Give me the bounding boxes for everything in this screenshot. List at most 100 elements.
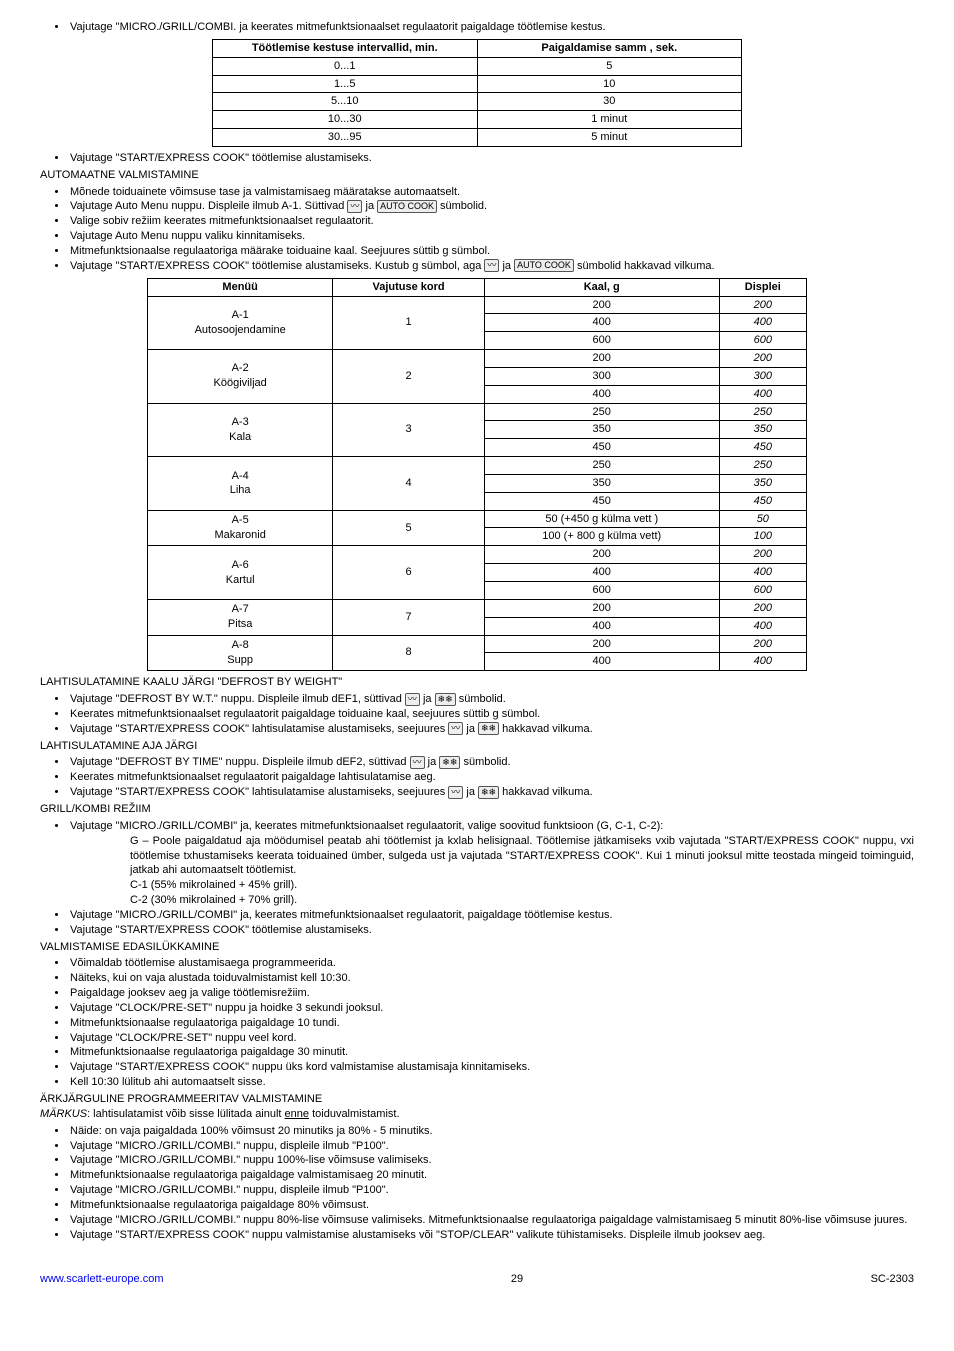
display-cell: 200 <box>719 635 806 653</box>
wave-icon: 〰 <box>484 259 499 272</box>
display-cell: 100 <box>719 528 806 546</box>
dt2: Keerates mitmefunktsionaalset regulaator… <box>68 770 914 785</box>
tbl1-cell: 30...95 <box>213 129 478 147</box>
tbl2-h2: Vajutuse kord <box>333 278 485 296</box>
gr-c2: C-2 (30% mikrolained + 70% grill). <box>130 893 914 908</box>
tbl1-cell: 10 <box>477 75 742 93</box>
gr2: Vajutage "MICRO./GRILL/COMBI" ja, keerat… <box>68 908 914 923</box>
display-cell: 600 <box>719 582 806 600</box>
press-cell: 4 <box>333 457 485 511</box>
tbl1-cell: 30 <box>477 93 742 111</box>
snow-icon: ❄❄ <box>478 722 499 735</box>
dt1: Vajutage "DEFROST BY TIME" nuppu. Disple… <box>68 755 914 770</box>
tbl1-cell: 5...10 <box>213 93 478 111</box>
press-cell: 2 <box>333 350 485 404</box>
weight-cell: 50 (+450 g külma vett ) <box>484 510 719 528</box>
tbl2-h4: Displei <box>719 278 806 296</box>
auto-b3: Valige sobiv režiim keerates mitmefunkts… <box>68 214 914 229</box>
val-item: Vajutage "CLOCK/PRE-SET" nuppu ja hoidke… <box>68 1001 914 1016</box>
dw2: Keerates mitmefunktsionaalset regulaator… <box>68 707 914 722</box>
footer-url[interactable]: www.scarlett-europe.com <box>40 1272 164 1287</box>
wave-icon: 〰 <box>448 722 463 735</box>
display-cell: 300 <box>719 367 806 385</box>
dw3: Vajutage "START/EXPRESS COOK" lahtisulat… <box>68 722 914 737</box>
weight-cell: 400 <box>484 653 719 671</box>
menu-table: Menüü Vajutuse kord Kaal, g Displei A-1 … <box>147 278 807 672</box>
wave-icon: 〰 <box>405 693 420 706</box>
section-val: VALMISTAMISE EDASILÜKKAMINE <box>40 940 914 955</box>
weight-cell: 400 <box>484 314 719 332</box>
ark-item: Näide: on vaja paigaldada 100% võimsust … <box>68 1124 914 1139</box>
footer-page: 29 <box>511 1272 523 1287</box>
ark-item: Vajutage "MICRO./GRILL/COMBI." nuppu 100… <box>68 1153 914 1168</box>
display-cell: 50 <box>719 510 806 528</box>
page-footer: www.scarlett-europe.com 29 SC-2303 <box>40 1272 914 1287</box>
weight-cell: 200 <box>484 296 719 314</box>
dt3: Vajutage "START/EXPRESS COOK" lahtisulat… <box>68 785 914 800</box>
interval-table: Töötlemise kestuse intervallid, min. Pai… <box>212 39 742 147</box>
weight-cell: 100 (+ 800 g külma vett) <box>484 528 719 546</box>
menu-cell: A-2 Köögiviljad <box>148 350 333 404</box>
gr3: Vajutage "START/EXPRESS COOK" töötlemise… <box>68 923 914 938</box>
val-item: Paigaldage jooksev aeg ja valige töötlem… <box>68 986 914 1001</box>
weight-cell: 600 <box>484 332 719 350</box>
display-cell: 400 <box>719 314 806 332</box>
ark-item: Mitmefunktsionaalse regulaatoriga paigal… <box>68 1198 914 1213</box>
snow-icon: ❄❄ <box>435 693 456 706</box>
weight-cell: 400 <box>484 617 719 635</box>
weight-cell: 200 <box>484 635 719 653</box>
display-cell: 200 <box>719 546 806 564</box>
snow-icon: ❄❄ <box>478 786 499 799</box>
dw1: Vajutage "DEFROST BY W.T." nuppu. Disple… <box>68 692 914 707</box>
wave-icon: 〰 <box>347 200 362 213</box>
press-cell: 3 <box>333 403 485 457</box>
val-item: Näiteks, kui on vaja alustada toiduvalmi… <box>68 971 914 986</box>
weight-cell: 400 <box>484 385 719 403</box>
section-ark: ÄRKJÄRGULINE PROGRAMMEERITAV VALMISTAMIN… <box>40 1092 914 1107</box>
wave-icon: 〰 <box>410 756 425 769</box>
val-item: Vajutage "START/EXPRESS COOK" nuppu üks … <box>68 1060 914 1075</box>
weight-cell: 600 <box>484 582 719 600</box>
press-cell: 1 <box>333 296 485 350</box>
display-cell: 450 <box>719 492 806 510</box>
auto-b5: Mitmefunktsionaalse regulaatoriga määrak… <box>68 244 914 259</box>
display-cell: 350 <box>719 421 806 439</box>
autocook-icon: AUTO COOK <box>377 200 437 213</box>
auto-b4: Vajutage Auto Menu nuppu valiku kinnitam… <box>68 229 914 244</box>
auto-b1: Mõnede toiduainete võimsuse tase ja valm… <box>68 185 914 200</box>
ark-item: Mitmefunktsionaalse regulaatoriga paigal… <box>68 1168 914 1183</box>
tbl1-cell: 10...30 <box>213 111 478 129</box>
val-item: Mitmefunktsionaalse regulaatoriga paigal… <box>68 1016 914 1031</box>
snow-icon: ❄❄ <box>439 756 460 769</box>
menu-cell: A-5 Makaronid <box>148 510 333 546</box>
press-cell: 7 <box>333 599 485 635</box>
ark-item: Vajutage "MICRO./GRILL/COMBI." nuppu, di… <box>68 1183 914 1198</box>
val-item: Võimaldab töötlemise alustamisaega progr… <box>68 956 914 971</box>
val-item: Mitmefunktsionaalse regulaatoriga paigal… <box>68 1045 914 1060</box>
tbl2-h1: Menüü <box>148 278 333 296</box>
weight-cell: 400 <box>484 564 719 582</box>
wave-icon: 〰 <box>448 786 463 799</box>
start-express-bullet: Vajutage "START/EXPRESS COOK" töötlemise… <box>68 151 914 166</box>
display-cell: 450 <box>719 439 806 457</box>
menu-cell: A-1 Autosoojendamine <box>148 296 333 350</box>
tbl1-cell: 5 minut <box>477 129 742 147</box>
gr1: Vajutage "MICRO./GRILL/COMBI" ja, keerat… <box>68 819 914 908</box>
press-cell: 6 <box>333 546 485 600</box>
display-cell: 200 <box>719 599 806 617</box>
weight-cell: 350 <box>484 421 719 439</box>
tbl1-cell: 0...1 <box>213 57 478 75</box>
ark-item: Vajutage "MICRO./GRILL/COMBI." nuppu 80%… <box>68 1213 914 1228</box>
tbl1-cell: 5 <box>477 57 742 75</box>
top-bullet: Vajutage "MICRO./GRILL/COMBI. ja keerate… <box>68 20 914 35</box>
weight-cell: 250 <box>484 457 719 475</box>
menu-cell: A-3 Kala <box>148 403 333 457</box>
display-cell: 200 <box>719 350 806 368</box>
display-cell: 250 <box>719 403 806 421</box>
display-cell: 400 <box>719 617 806 635</box>
weight-cell: 200 <box>484 546 719 564</box>
display-cell: 400 <box>719 653 806 671</box>
display-cell: 350 <box>719 474 806 492</box>
gr-g: G – Poole paigaldatud aja möödumisel pea… <box>130 834 914 879</box>
tbl1-h1: Töötlemise kestuse intervallid, min. <box>213 39 478 57</box>
